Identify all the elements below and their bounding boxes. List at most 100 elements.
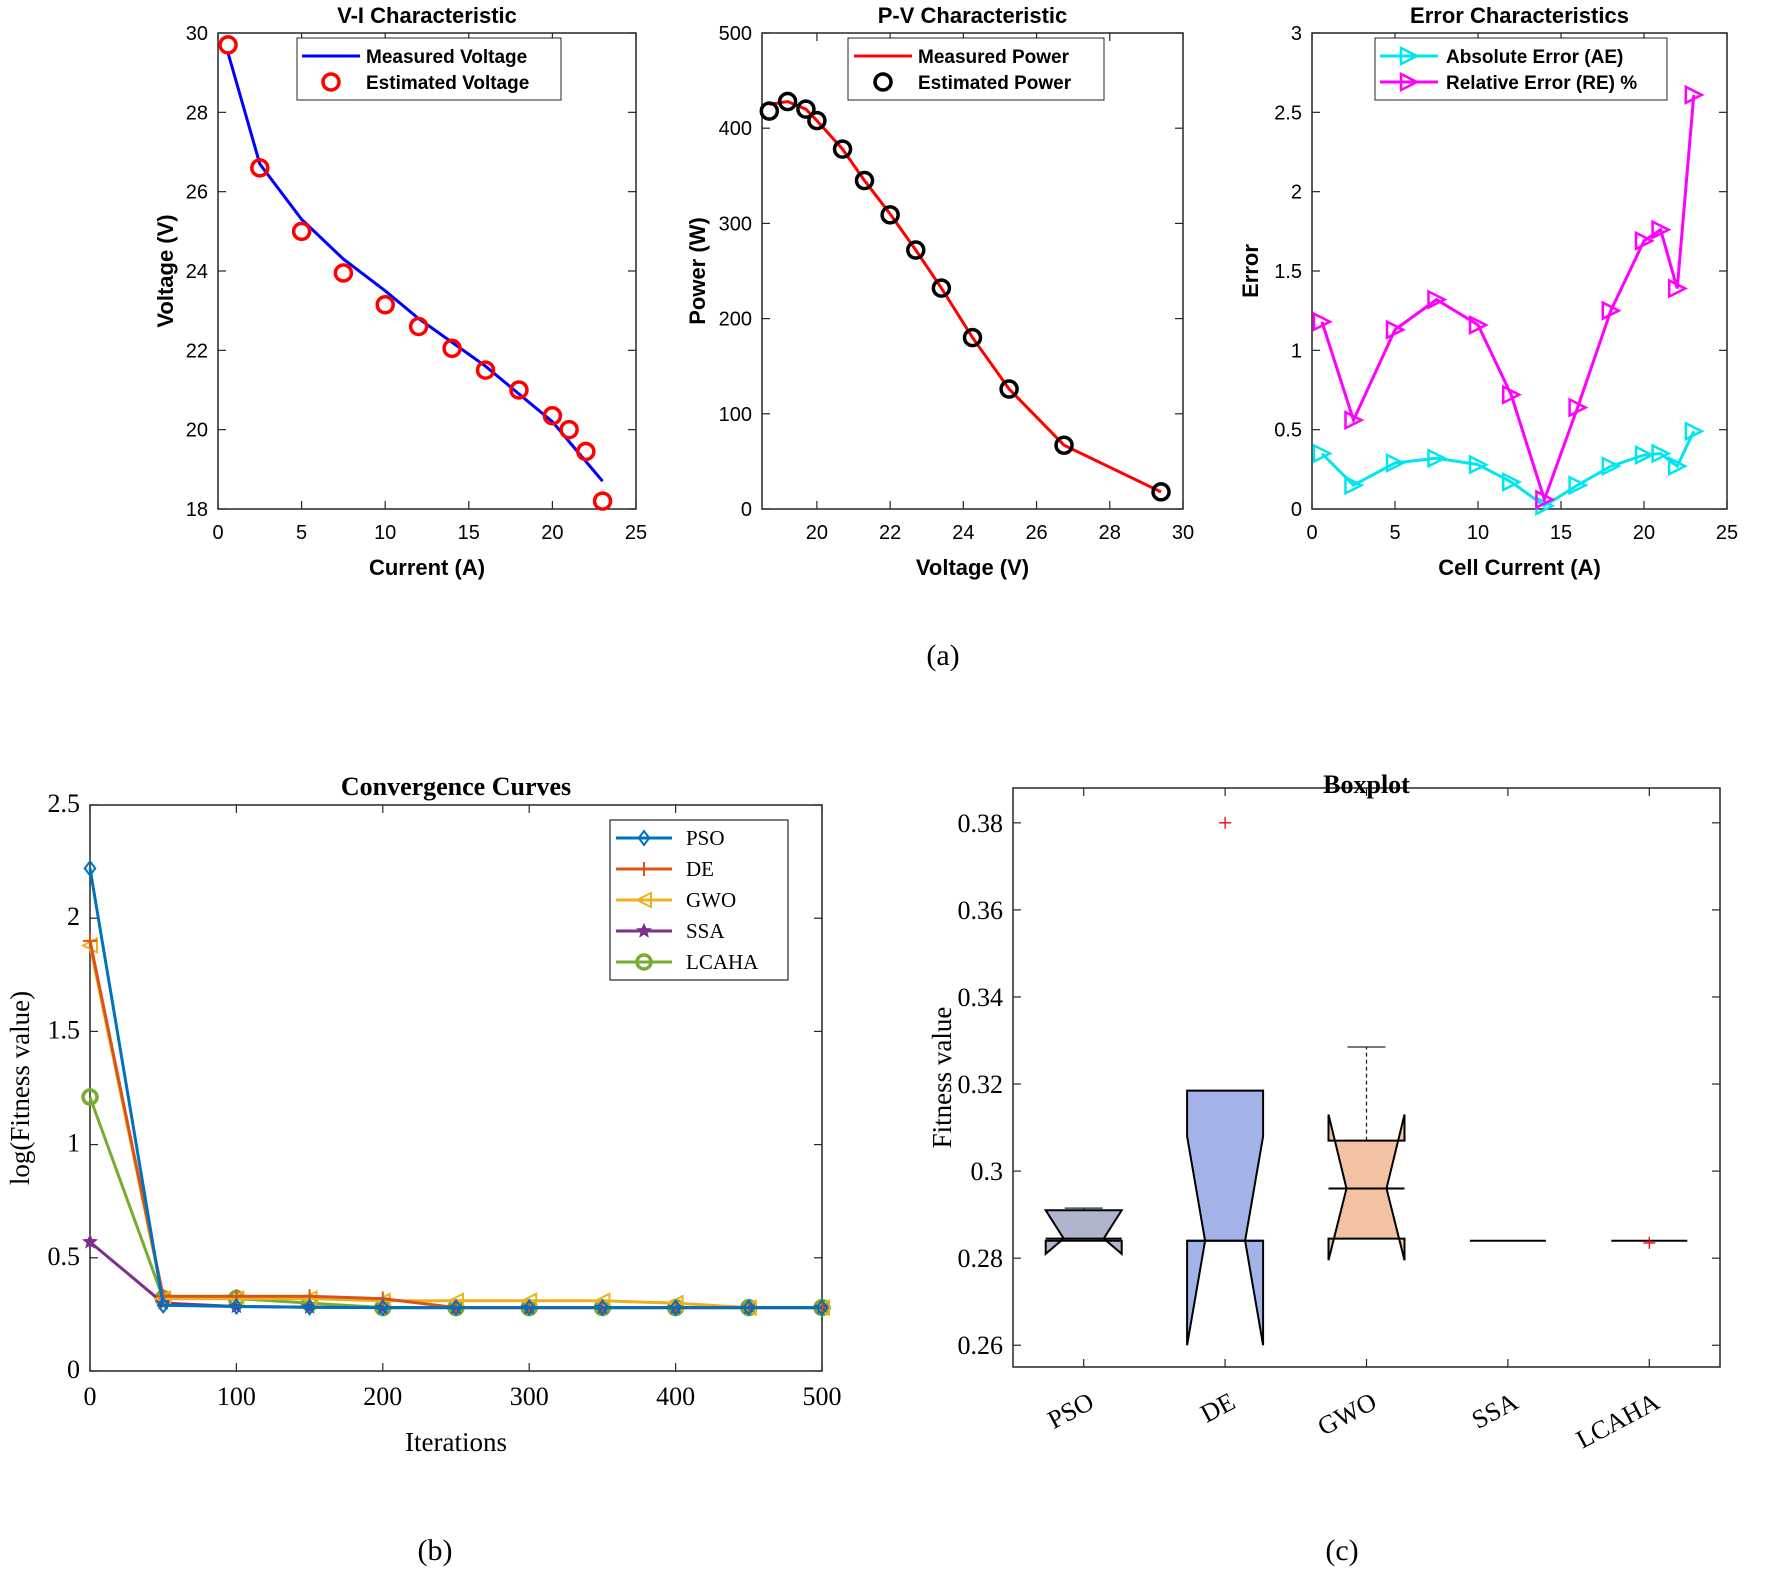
point-relative-error	[1468, 314, 1489, 335]
point-estimated-power	[906, 240, 926, 260]
y-tick-label: 20	[186, 420, 208, 442]
point-estimated-power	[962, 327, 983, 348]
legend-swatch-estimated-voltage	[321, 72, 341, 92]
y-tick-label: 0	[1291, 499, 1302, 521]
point-pso	[156, 1296, 170, 1315]
x-tick-label: 30	[1172, 522, 1194, 544]
y-tick-label: 2	[67, 902, 80, 931]
x-tick-label: 200	[363, 1382, 402, 1411]
x-tick-label: 25	[625, 522, 647, 544]
outlier-lcaha	[1643, 1236, 1656, 1249]
panel-vi-characteristic: 0 5 10 15 20 25 18 20 22 24 26 28 30 V-I Characterist…	[153, 3, 647, 580]
legend-swatch-marker-pso	[637, 829, 651, 847]
x-tick-label: 20	[1633, 522, 1655, 544]
point-absolute-error	[1601, 456, 1622, 477]
point-estimated-power	[832, 139, 853, 159]
point-estimated-voltage	[291, 221, 312, 242]
box-pso	[1043, 1209, 1124, 1256]
x-axis-label: Current (A)	[369, 555, 485, 580]
point-pso	[522, 1298, 536, 1317]
legend-swatch-marker-gwo	[634, 891, 652, 909]
point-relative-error	[1501, 384, 1522, 405]
y-tick-label: 18	[186, 499, 208, 521]
caption-b: (b)	[418, 1534, 453, 1567]
plot-area	[217, 32, 637, 510]
x-axis-label: Voltage (V)	[916, 555, 1029, 580]
legend-label-measured-voltage: Measured Voltage	[366, 47, 527, 68]
legend-label-gwo: GWO	[686, 888, 736, 912]
y-tick-label: 26	[186, 182, 208, 204]
legend-swatch-marker-ssa	[636, 922, 652, 938]
x-tick-label: 26	[1025, 522, 1047, 544]
legend-swatch-marker-relative-error	[1399, 71, 1420, 93]
y-tick-label: 500	[719, 23, 752, 45]
series-line-measured-voltage	[226, 52, 604, 483]
point-pso	[742, 1298, 756, 1317]
legend-label-estimated-power: Estimated Power	[918, 73, 1072, 94]
y-tick-label: 0	[67, 1355, 80, 1384]
point-absolute-error	[1667, 456, 1688, 477]
point-estimated-voltage	[559, 419, 579, 440]
point-estimated-voltage	[375, 294, 395, 315]
point-pso	[595, 1298, 609, 1317]
legend: Measured Power Estimated Power	[847, 37, 1105, 101]
point-absolute-error	[1568, 475, 1589, 496]
point-estimated-power	[1054, 435, 1074, 455]
y-axis-label: Voltage (V)	[153, 214, 178, 327]
legend-label-relative-error: Relative Error (RE) %	[1446, 73, 1637, 94]
chart-title: Error Characteristics	[1410, 3, 1629, 28]
x-tick-label: 15	[458, 522, 480, 544]
chart-title: Boxplot	[1323, 770, 1410, 799]
legend-label-lcaha: LCAHA	[686, 950, 759, 974]
x-tick-label: 22	[879, 522, 901, 544]
y-tick-label: 3	[1291, 23, 1302, 45]
y-tick-label: 1.5	[1274, 261, 1302, 283]
x-tick-label: 300	[510, 1382, 549, 1411]
point-relative-error	[1312, 311, 1333, 332]
point-estimated-power	[1151, 482, 1171, 502]
legend: Absolute Error (AE) Relative Error (RE) %	[1374, 37, 1668, 101]
point-estimated-voltage	[542, 406, 563, 426]
chart-title: V-I Characteristic	[337, 3, 517, 28]
series-line-absolute-error	[1320, 430, 1696, 508]
point-estimated-power	[931, 278, 952, 298]
legend-swatch-marker-lcaha	[635, 953, 653, 971]
point-pso	[303, 1298, 317, 1316]
y-tick-label: 30	[186, 23, 208, 45]
y-tick-label: 1	[1291, 340, 1302, 362]
y-tick-label: 1.5	[48, 1015, 81, 1044]
point-estimated-power	[796, 99, 816, 119]
x-tick-label: 400	[656, 1382, 695, 1411]
point-estimated-power	[880, 205, 900, 225]
y-tick-label: 1	[67, 1129, 80, 1158]
point-absolute-error	[1634, 445, 1655, 466]
point-relative-error	[1634, 230, 1655, 251]
chart-title: Convergence Curves	[341, 772, 571, 801]
point-relative-error	[1568, 397, 1589, 418]
x-tick-label: 0	[84, 1382, 97, 1411]
y-axis-label: Error	[1238, 244, 1263, 298]
point-estimated-voltage	[509, 380, 529, 400]
point-de	[375, 1291, 390, 1306]
y-tick-label: 100	[719, 404, 752, 426]
point-estimated-power	[854, 170, 875, 191]
x-tick-label: 5	[1389, 522, 1400, 544]
point-ssa	[82, 1233, 98, 1249]
point-estimated-voltage	[576, 441, 596, 462]
point-absolute-error	[1684, 421, 1705, 442]
series-line-pso	[88, 868, 822, 1310]
legend-label-pso: PSO	[686, 826, 725, 850]
legend-label-estimated-voltage: Estimated Voltage	[366, 73, 529, 94]
legend-label-absolute-error: Absolute Error (AE)	[1446, 47, 1623, 68]
y-tick-label: 28	[186, 102, 208, 124]
y-tick-label: 400	[719, 118, 752, 140]
point-relative-error	[1667, 278, 1688, 299]
box-gwo	[1327, 1114, 1406, 1261]
plot-area	[761, 32, 1184, 510]
point-estimated-voltage	[250, 158, 270, 178]
y-tick-label: 24	[186, 261, 208, 283]
point-pso	[815, 1298, 829, 1317]
y-axis-label: Fitness value	[927, 1007, 957, 1149]
